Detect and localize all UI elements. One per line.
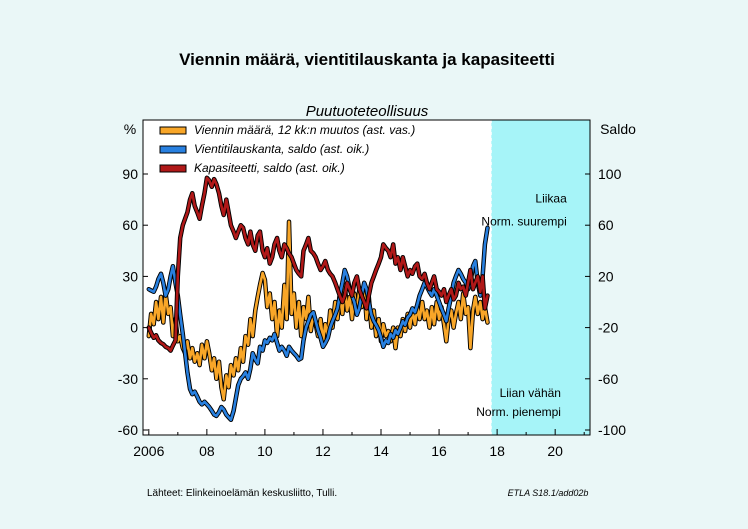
- source-note: Lähteet: Elinkeinoelämän keskusliitto, T…: [147, 488, 337, 499]
- x-tick-label-1: 08: [199, 443, 215, 459]
- x-tick-label-4: 14: [373, 443, 389, 459]
- annotation-1: Norm. suurempi: [481, 214, 566, 228]
- left-tick-label-4: -30: [118, 371, 138, 387]
- x-tick-label-5: 16: [431, 443, 447, 459]
- series-line-2: [147, 176, 489, 352]
- right-tick-label-5: -100: [598, 422, 626, 438]
- right-tick-label-1: 60: [598, 217, 614, 233]
- left-tick-label-2: 30: [122, 268, 138, 284]
- legend-swatch-2: [159, 164, 187, 173]
- legend-label-0: Viennin määrä, 12 kk:n muutos (ast. vas.…: [194, 123, 415, 137]
- right-axis-label: Saldo: [600, 121, 636, 137]
- x-tick-label-2: 10: [257, 443, 273, 459]
- left-tick-label-3: 0: [130, 320, 138, 336]
- right-tick-label-4: -60: [598, 371, 618, 387]
- right-tick-label-3: -20: [598, 320, 618, 336]
- legend: Viennin määrä, 12 kk:n muutos (ast. vas.…: [159, 123, 415, 175]
- forecast-shade: [491, 120, 590, 435]
- right-tick-label-2: 20: [598, 268, 614, 284]
- legend-swatch-0: [159, 126, 187, 135]
- left-tick-label-5: -60: [118, 422, 138, 438]
- chart-title: Viennin määrä, vientitilauskanta ja kapa…: [179, 50, 555, 69]
- left-tick-label-0: 90: [122, 166, 138, 182]
- chart-subtitle: Puutuoteteollisuus: [306, 103, 429, 120]
- x-tick-label-3: 12: [315, 443, 331, 459]
- x-tick-label-0: 2006: [133, 443, 164, 459]
- x-axis-ticks: 2006 08 10 12 14 16 18 20: [133, 429, 585, 459]
- legend-label-2: Kapasiteetti, saldo (ast. oik.): [194, 161, 345, 175]
- plot-frame: [142, 119, 591, 436]
- legend-swatch-1: [159, 145, 187, 154]
- annotations: Liikaa Norm. suurempi Liian vähän Norm. pie…: [476, 191, 567, 419]
- left-tick-label-1: 60: [122, 217, 138, 233]
- chart-code: ETLA S18.1/add02b: [508, 488, 589, 498]
- annotation-2: Liian vähän: [500, 386, 561, 400]
- right-tick-label-0: 100: [598, 166, 622, 182]
- left-axis-ticks: 90 60 30 0 -30 -60: [118, 166, 148, 438]
- series-group: [146, 175, 490, 423]
- x-tick-label-7: 20: [547, 443, 563, 459]
- annotation-3: Norm. pienempi: [476, 405, 561, 419]
- legend-label-1: Vientitilauskanta, saldo (ast. oik.): [194, 142, 369, 156]
- x-tick-label-6: 18: [489, 443, 505, 459]
- left-axis-label: %: [124, 121, 136, 137]
- series-line-1: [147, 226, 489, 422]
- right-axis-ticks: 100 60 20 -20 -60 -100: [585, 166, 626, 438]
- plot-area: [142, 119, 591, 436]
- annotation-0: Liikaa: [535, 191, 567, 205]
